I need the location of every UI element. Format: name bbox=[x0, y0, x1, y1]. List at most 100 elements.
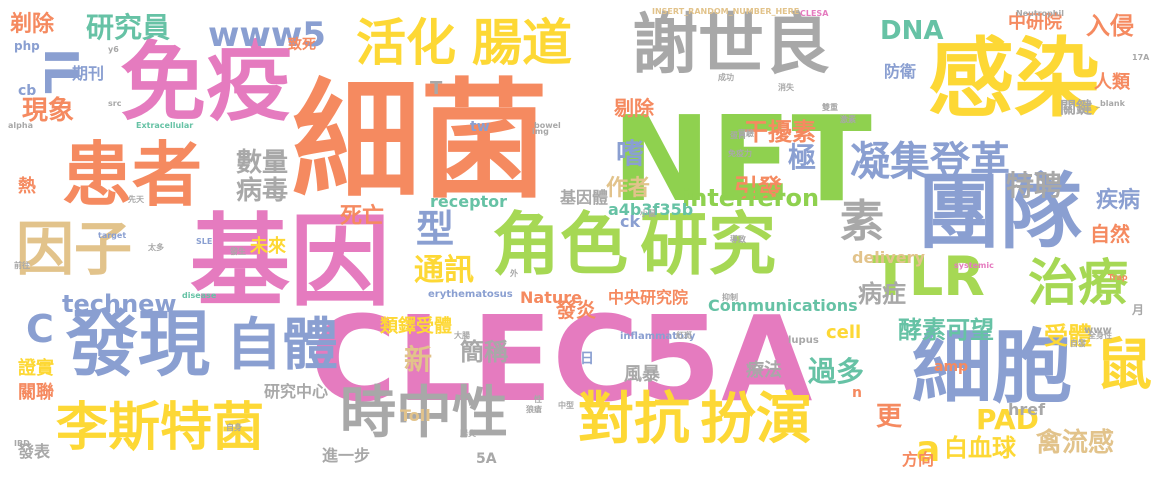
word-cloud-term: 酵素可望 bbox=[898, 316, 994, 344]
word-cloud-term: disease bbox=[182, 291, 217, 300]
word-cloud-term: Toll bbox=[400, 406, 431, 425]
word-cloud-term: 太多 bbox=[148, 243, 164, 252]
word-cloud-term: 發現 bbox=[66, 302, 211, 386]
word-cloud-term: src bbox=[108, 99, 122, 108]
word-cloud-term: 免疫 bbox=[120, 33, 292, 133]
word-cloud-term: 大腸 bbox=[454, 331, 470, 340]
word-cloud-term: 極 bbox=[788, 141, 817, 174]
word-cloud-term: 研究員 bbox=[86, 11, 171, 44]
word-cloud-term: 紅斑 bbox=[676, 331, 692, 340]
word-cloud-term: 進一步 bbox=[322, 446, 371, 465]
word-cloud-term: target bbox=[98, 231, 127, 240]
word-cloud-term: 型 bbox=[416, 207, 455, 251]
word-cloud-term: 導致 bbox=[730, 235, 746, 244]
word-cloud-term: 自然 bbox=[1090, 222, 1130, 246]
word-cloud-term: 凝集登革 bbox=[850, 139, 1010, 185]
word-cloud-term: ck bbox=[620, 212, 641, 231]
word-cloud-term: 外 bbox=[510, 269, 518, 278]
word-cloud-term: NET bbox=[612, 90, 872, 228]
word-cloud-term: cb bbox=[18, 83, 37, 99]
word-cloud-term: 團隊 bbox=[918, 165, 1083, 260]
word-cloud-term: 細胞 bbox=[912, 321, 1072, 414]
word-cloud-term: 嗜 bbox=[616, 137, 645, 170]
word-cloud-term: img bbox=[532, 127, 549, 136]
word-cloud-term: php bbox=[14, 39, 40, 53]
word-cloud-term: 死亡 bbox=[340, 204, 385, 229]
word-cloud-term: 干擾素 bbox=[744, 118, 816, 146]
word-cloud-term: 簡稱 bbox=[460, 338, 508, 366]
word-cloud-term: 17A bbox=[1132, 53, 1150, 62]
word-cloud-term: 熱 bbox=[18, 176, 36, 197]
word-cloud-term: 腸炎 bbox=[460, 429, 476, 438]
word-cloud-term: bowel bbox=[534, 121, 561, 130]
word-cloud-term: n bbox=[852, 385, 862, 401]
word-cloud-term: 鼠 bbox=[1096, 333, 1152, 398]
word-cloud-term: 中研院 bbox=[1008, 12, 1062, 33]
word-cloud-term: 致死 bbox=[288, 37, 316, 53]
word-cloud-term: a bbox=[916, 429, 941, 470]
word-cloud-term: technew bbox=[62, 290, 177, 318]
word-cloud-term: 實驗 bbox=[738, 129, 754, 138]
word-cloud-term: 細菌 bbox=[292, 67, 549, 216]
word-cloud-term: 消失 bbox=[778, 83, 794, 92]
word-cloud-term: 研究中心 bbox=[264, 382, 329, 401]
word-cloud-term: 更 bbox=[876, 402, 903, 432]
word-cloud-term: Neutrophil bbox=[1016, 9, 1064, 18]
word-cloud-term: delivery bbox=[852, 248, 925, 267]
word-cloud-term: 新 bbox=[404, 343, 433, 376]
word-cloud-term: 發表 bbox=[18, 442, 51, 461]
word-cloud-term: DNA bbox=[880, 16, 944, 46]
word-cloud-term: Extracellular bbox=[136, 121, 194, 130]
word-cloud-term: 療法 bbox=[746, 360, 782, 381]
word-cloud-term: 謝世良 bbox=[632, 6, 830, 83]
word-cloud-term: 性 bbox=[534, 395, 542, 404]
word-cloud-term: IL bbox=[34, 48, 88, 95]
word-cloud-term: 入侵 bbox=[1086, 12, 1134, 40]
word-cloud-term: 剃除 bbox=[10, 12, 55, 37]
word-cloud-term: 蛋白 bbox=[730, 131, 746, 140]
word-cloud-term: 活化 bbox=[356, 14, 456, 72]
word-cloud-term: 角色 bbox=[492, 206, 629, 285]
word-cloud-term: 狼瘡 bbox=[526, 405, 542, 414]
word-cloud-term: 原 bbox=[496, 345, 504, 354]
word-cloud-term: 成功 bbox=[718, 73, 734, 82]
word-cloud-term: 通訊 bbox=[414, 253, 474, 288]
word-cloud-term: inflammatory bbox=[620, 331, 696, 342]
word-cloud-term: alpha bbox=[8, 121, 33, 130]
word-cloud-term: 月 bbox=[1132, 303, 1145, 317]
word-cloud-term: 治療 bbox=[1028, 254, 1128, 312]
word-cloud-term: 雙重 bbox=[822, 103, 838, 112]
word-cloud-term: T bbox=[430, 78, 443, 99]
word-cloud-term: interferon bbox=[682, 184, 820, 212]
word-cloud-term: 李斯特菌 bbox=[56, 398, 265, 458]
word-cloud-term: 腸道 bbox=[472, 14, 572, 72]
word-cloud-term: 剔除 bbox=[614, 96, 654, 120]
word-cloud-term: 證實 bbox=[18, 358, 54, 379]
word-cloud-term: lupus bbox=[788, 335, 819, 346]
word-cloud-term: 疾病 bbox=[1096, 188, 1141, 213]
word-cloud-term: Nature bbox=[520, 288, 582, 307]
word-cloud-term: 作者 bbox=[606, 176, 651, 201]
word-cloud-term: 發生 bbox=[230, 247, 246, 256]
word-cloud-term: CLESA bbox=[800, 9, 829, 18]
word-cloud-term: 關聯 bbox=[18, 382, 54, 403]
word-cloud-term: 前往 bbox=[14, 261, 30, 270]
word-cloud-term: 白血球 bbox=[944, 434, 1016, 462]
word-cloud-term: 時中性 bbox=[340, 381, 508, 446]
word-cloud-term: 方向 bbox=[902, 450, 935, 469]
word-cloud-term: 人類 bbox=[1094, 72, 1130, 93]
word-cloud-term: 感染 bbox=[928, 29, 1100, 129]
word-cloud-term: 自體 bbox=[226, 313, 338, 378]
word-cloud-term: CLEC5A bbox=[310, 290, 813, 428]
word-cloud-term: Trap bbox=[1108, 273, 1128, 282]
word-cloud-term: SLE bbox=[196, 237, 213, 246]
word-cloud-term: 防衛 bbox=[884, 62, 917, 81]
word-cloud-term: 發炎 bbox=[556, 298, 596, 322]
word-cloud-term: 激素 bbox=[840, 115, 856, 124]
word-cloud-term: 抑制 bbox=[722, 293, 738, 302]
word-cloud-term: PAD bbox=[976, 403, 1039, 436]
word-cloud-term: receptor bbox=[430, 192, 508, 211]
word-cloud-term: 全身性 bbox=[1088, 331, 1112, 340]
word-cloud-term: 素 bbox=[840, 196, 884, 247]
word-cloud-term: 過多 bbox=[808, 355, 865, 388]
